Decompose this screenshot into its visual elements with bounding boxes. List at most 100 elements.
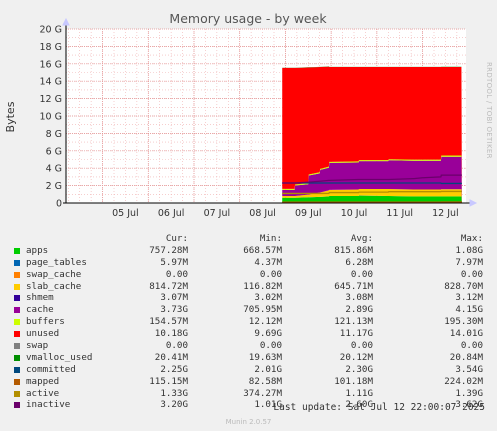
- legend-name: cache: [26, 304, 54, 316]
- legend-cur: 1.33G: [160, 387, 188, 399]
- legend-cur: 3.20G: [160, 399, 188, 411]
- legend-cur: 154.57M: [149, 316, 188, 328]
- legend-avg: 2.89G: [345, 304, 373, 316]
- legend-swatch: [14, 378, 20, 385]
- y-tick-label: 0: [56, 199, 62, 210]
- legend-min: 1.01G: [254, 399, 282, 411]
- legend-header: Cur: Min: Avg: Max:: [0, 233, 497, 245]
- legend-min: 12.12M: [248, 316, 282, 328]
- legend-name: slab_cache: [26, 280, 82, 292]
- header-min: Min:: [259, 233, 282, 244]
- legend-row-slab-cache: slab_cache 814.72M 116.82M 645.71M 828.70M: [0, 281, 497, 293]
- legend-swatch: [14, 259, 20, 266]
- header-max: Max:: [460, 233, 483, 244]
- legend-min: 116.82M: [243, 280, 282, 292]
- legend-swatch: [14, 402, 20, 409]
- memory-chart: Memory usage - by week Bytes RRDTOOL / T…: [4, 11, 493, 219]
- y-axis-label: Bytes: [4, 101, 17, 132]
- legend-name: page_tables: [26, 256, 87, 268]
- legend-min: 668.57M: [243, 244, 282, 256]
- legend-avg: 3.08M: [345, 292, 373, 304]
- legend-max: 195.30M: [444, 316, 483, 328]
- legend-swatch: [14, 390, 20, 397]
- legend-min: 0.00: [259, 268, 282, 280]
- legend-name: active: [26, 387, 60, 399]
- legend-row-mapped: mapped 115.15M 82.58M 101.18M 224.02M: [0, 376, 497, 388]
- x-tick-label: 10 Jul: [341, 208, 368, 219]
- legend-swatch: [14, 247, 20, 254]
- legend-row-inactive: inactive 3.20G 1.01G 2.60G 3.62G: [0, 399, 497, 411]
- legend-name: shmem: [26, 292, 54, 304]
- legend-row-committed: committed 2.25G 2.01G 2.30G 3.54G: [0, 364, 497, 376]
- y-tick-label: 12 G: [40, 94, 62, 105]
- series-lines: [282, 174, 462, 203]
- legend-avg: 20.12M: [339, 351, 373, 363]
- legend-row-buffers: buffers 154.57M 12.12M 121.13M 195.30M: [0, 316, 497, 328]
- axes: [62, 17, 478, 207]
- legend-cur: 0.00: [165, 268, 188, 280]
- legend-name: vmalloc_used: [26, 351, 93, 363]
- legend-name: swap_cache: [26, 268, 82, 280]
- legend-name: unused: [26, 328, 60, 340]
- legend-min: 19.63M: [248, 351, 282, 363]
- legend-min: 3.02M: [254, 292, 282, 304]
- legend-avg: 0.00: [350, 268, 373, 280]
- legend-max: 1.39G: [455, 387, 483, 399]
- legend-max: 20.84M: [449, 351, 483, 363]
- legend-swatch: [14, 354, 20, 361]
- legend-cur: 20.41M: [154, 351, 188, 363]
- header-cur: Cur:: [165, 233, 188, 244]
- last-update: Last update: Sat Jul 12 22:00:07 2025: [273, 402, 485, 413]
- legend-row-vmalloc-used: vmalloc_used 20.41M 19.63M 20.12M 20.84M: [0, 352, 497, 364]
- legend-max: 3.54G: [455, 363, 483, 375]
- x-tick-label: 09 Jul: [295, 208, 322, 219]
- legend-avg: 815.86M: [334, 244, 373, 256]
- legend-swatch: [14, 319, 20, 326]
- legend-avg: 1.11G: [345, 387, 373, 399]
- x-tick-labels: 05 Jul 06 Jul 07 Jul 08 Jul 09 Jul 10 Jul 11 J…: [112, 208, 459, 219]
- x-tick-label: 05 Jul: [112, 208, 139, 219]
- x-tick-label: 08 Jul: [249, 208, 276, 219]
- rrdtool-credit: RRDTOOL / TOBI OETIKER: [485, 62, 493, 159]
- legend-max: 828.70M: [444, 280, 483, 292]
- legend-row-swap-cache: swap_cache 0.00 0.00 0.00 0.00: [0, 269, 497, 281]
- x-tick-label: 07 Jul: [204, 208, 231, 219]
- legend-row-unused: unused 10.18G 9.69G 11.17G 14.01G: [0, 328, 497, 340]
- legend-swatch: [14, 283, 20, 290]
- legend-min: 374.27M: [243, 387, 282, 399]
- legend-cur: 0.00: [165, 340, 188, 352]
- line-active: [282, 190, 462, 195]
- y-tick-label: 6 G: [46, 146, 62, 157]
- legend-max: 224.02M: [444, 375, 483, 387]
- legend-swatch: [14, 295, 20, 302]
- y-tick-labels: 0 2 G 4 G 6 G 8 G 10 G 12 G 14 G 16 G 18 G 20 G: [40, 25, 62, 210]
- y-tick-label: 4 G: [46, 164, 62, 175]
- legend-swatch: [14, 307, 20, 314]
- legend-max: 14.01G: [449, 328, 483, 340]
- x-tick-label: 11 Jul: [386, 208, 413, 219]
- legend-name: committed: [26, 363, 76, 375]
- legend-name: swap: [26, 340, 49, 352]
- legend-avg: 6.28M: [345, 256, 373, 268]
- legend-max: 3.62G: [455, 399, 483, 411]
- y-tick-label: 20 G: [40, 25, 62, 36]
- legend-avg: 0.00: [350, 340, 373, 352]
- legend-name: inactive: [26, 399, 71, 411]
- legend-row-apps: apps 757.28M 668.57M 815.86M 1.08G: [0, 245, 497, 257]
- x-tick-label: 12 Jul: [432, 208, 459, 219]
- area-apps: [282, 195, 462, 203]
- legend-max: 0.00: [460, 340, 483, 352]
- x-tick-label: 06 Jul: [158, 208, 185, 219]
- legend-min: 0.00: [259, 340, 282, 352]
- y-tick-label: 14 G: [40, 77, 62, 88]
- legend-table: Cur: Min: Avg: Max: apps 757.28M 668.57M 81…: [0, 233, 497, 411]
- legend-swatch: [14, 366, 20, 373]
- legend-name: buffers: [26, 316, 65, 328]
- legend-row-active: active 1.33G 374.27M 1.11G 1.39G: [0, 388, 497, 400]
- legend-swatch: [14, 343, 20, 350]
- chart-title: Memory usage - by week: [169, 11, 327, 26]
- legend-max: 7.97M: [455, 256, 483, 268]
- legend-max: 3.12M: [455, 292, 483, 304]
- header-avg: Avg:: [350, 233, 373, 244]
- legend-avg: 101.18M: [334, 375, 373, 387]
